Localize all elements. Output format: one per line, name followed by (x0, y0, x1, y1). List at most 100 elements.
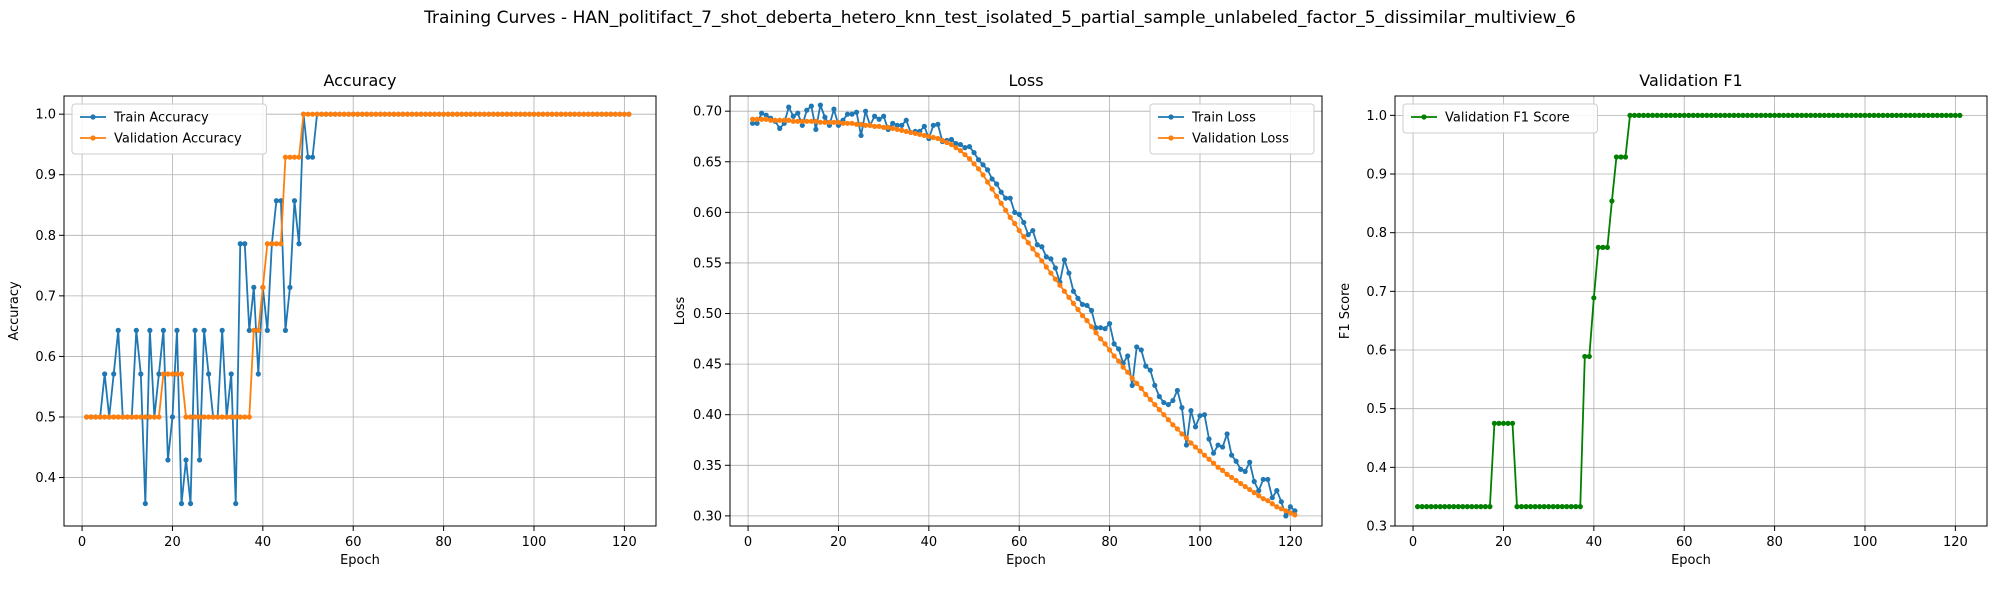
data-point (305, 111, 311, 117)
data-point (1898, 112, 1904, 118)
data-point (1446, 504, 1452, 510)
data-point (1111, 353, 1117, 359)
data-point (1500, 420, 1507, 426)
data-point (165, 457, 171, 463)
data-point (278, 241, 284, 247)
panel-accuracy: 0 20 40 60 80 100 120 0.4 0.5 0.6 0.7 0.8 0.9 1.0 Accu… (7, 71, 657, 568)
data-point (174, 371, 180, 377)
data-point (603, 111, 609, 117)
data-point (246, 327, 252, 333)
data-point (242, 241, 248, 247)
data-point (386, 111, 392, 117)
data-point (1830, 112, 1836, 118)
data-point (790, 113, 796, 119)
data-point (1532, 504, 1538, 510)
x-axis-label: Epoch (340, 553, 380, 568)
data-point (984, 167, 991, 173)
data-point (1839, 112, 1845, 118)
data-point (196, 457, 203, 463)
data-point (296, 241, 302, 247)
data-point (1034, 242, 1040, 248)
data-point (1577, 504, 1583, 510)
legend-label: Train Loss (1191, 111, 1256, 126)
data-point (1717, 112, 1723, 118)
data-point (508, 111, 514, 117)
data-point (138, 414, 144, 420)
y-tick-label: 0.5 (35, 410, 56, 425)
data-point (219, 327, 225, 333)
data-point (1183, 435, 1190, 441)
data-point (1663, 112, 1669, 118)
data-point (1586, 353, 1592, 360)
series-line (86, 113, 629, 505)
data-point (1853, 112, 1859, 118)
data-point (944, 139, 950, 146)
data-point (210, 414, 216, 420)
data-point (1627, 112, 1633, 118)
data-point (1912, 112, 1918, 118)
x-tick-label: 60 (345, 535, 362, 550)
data-point (1278, 499, 1284, 505)
data-point (287, 154, 293, 160)
x-tick-label: 40 (921, 535, 938, 550)
data-point (246, 414, 252, 420)
panel-title: Accuracy (323, 71, 396, 90)
data-point (1188, 408, 1194, 414)
data-point (377, 111, 383, 117)
data-point (1079, 312, 1086, 319)
data-point (1704, 112, 1710, 118)
data-point (1206, 436, 1212, 442)
data-point (998, 200, 1004, 206)
data-point (980, 162, 986, 168)
data-point (201, 327, 207, 333)
data-point (287, 284, 293, 290)
data-point (1025, 232, 1031, 238)
data-point (1866, 112, 1873, 118)
data-point (1007, 214, 1013, 221)
data-point (957, 148, 964, 154)
y-tick-label: 0.3 (1366, 520, 1387, 535)
data-point (558, 111, 564, 117)
data-point (1143, 391, 1149, 398)
data-point (1550, 504, 1556, 510)
series-train-loss (749, 102, 1298, 519)
data-point (409, 111, 415, 117)
data-point (1061, 288, 1068, 294)
data-point (1772, 112, 1778, 118)
data-point (1242, 468, 1248, 474)
data-point (867, 122, 873, 128)
data-point (581, 111, 587, 117)
data-point (1523, 504, 1529, 510)
data-point (822, 119, 828, 125)
data-point (1537, 504, 1543, 510)
data-point (1631, 112, 1638, 118)
data-point (1857, 112, 1864, 118)
data-point (881, 124, 887, 130)
data-point (111, 371, 117, 377)
data-point (486, 111, 492, 117)
data-point (1622, 154, 1629, 160)
data-point (1247, 459, 1253, 465)
data-point (1884, 112, 1891, 118)
data-point (382, 111, 388, 117)
data-point (1170, 422, 1176, 428)
data-point (612, 111, 618, 117)
x-tick-label: 80 (1101, 535, 1118, 550)
data-point (872, 113, 878, 119)
data-point (804, 118, 810, 124)
series-validation-accuracy (83, 111, 632, 420)
data-point (858, 132, 864, 139)
data-point (754, 116, 760, 122)
data-point (156, 371, 162, 377)
data-point (749, 116, 756, 122)
legend-swatch-marker (90, 135, 96, 141)
data-point (1469, 504, 1475, 510)
y-tick-label: 0.70 (693, 105, 722, 120)
data-point (894, 126, 900, 132)
legend-label: Validation F1 Score (1445, 111, 1570, 126)
data-point (156, 414, 162, 420)
data-point (822, 114, 828, 120)
y-tick-label: 0.6 (35, 350, 56, 365)
data-point (890, 125, 896, 131)
